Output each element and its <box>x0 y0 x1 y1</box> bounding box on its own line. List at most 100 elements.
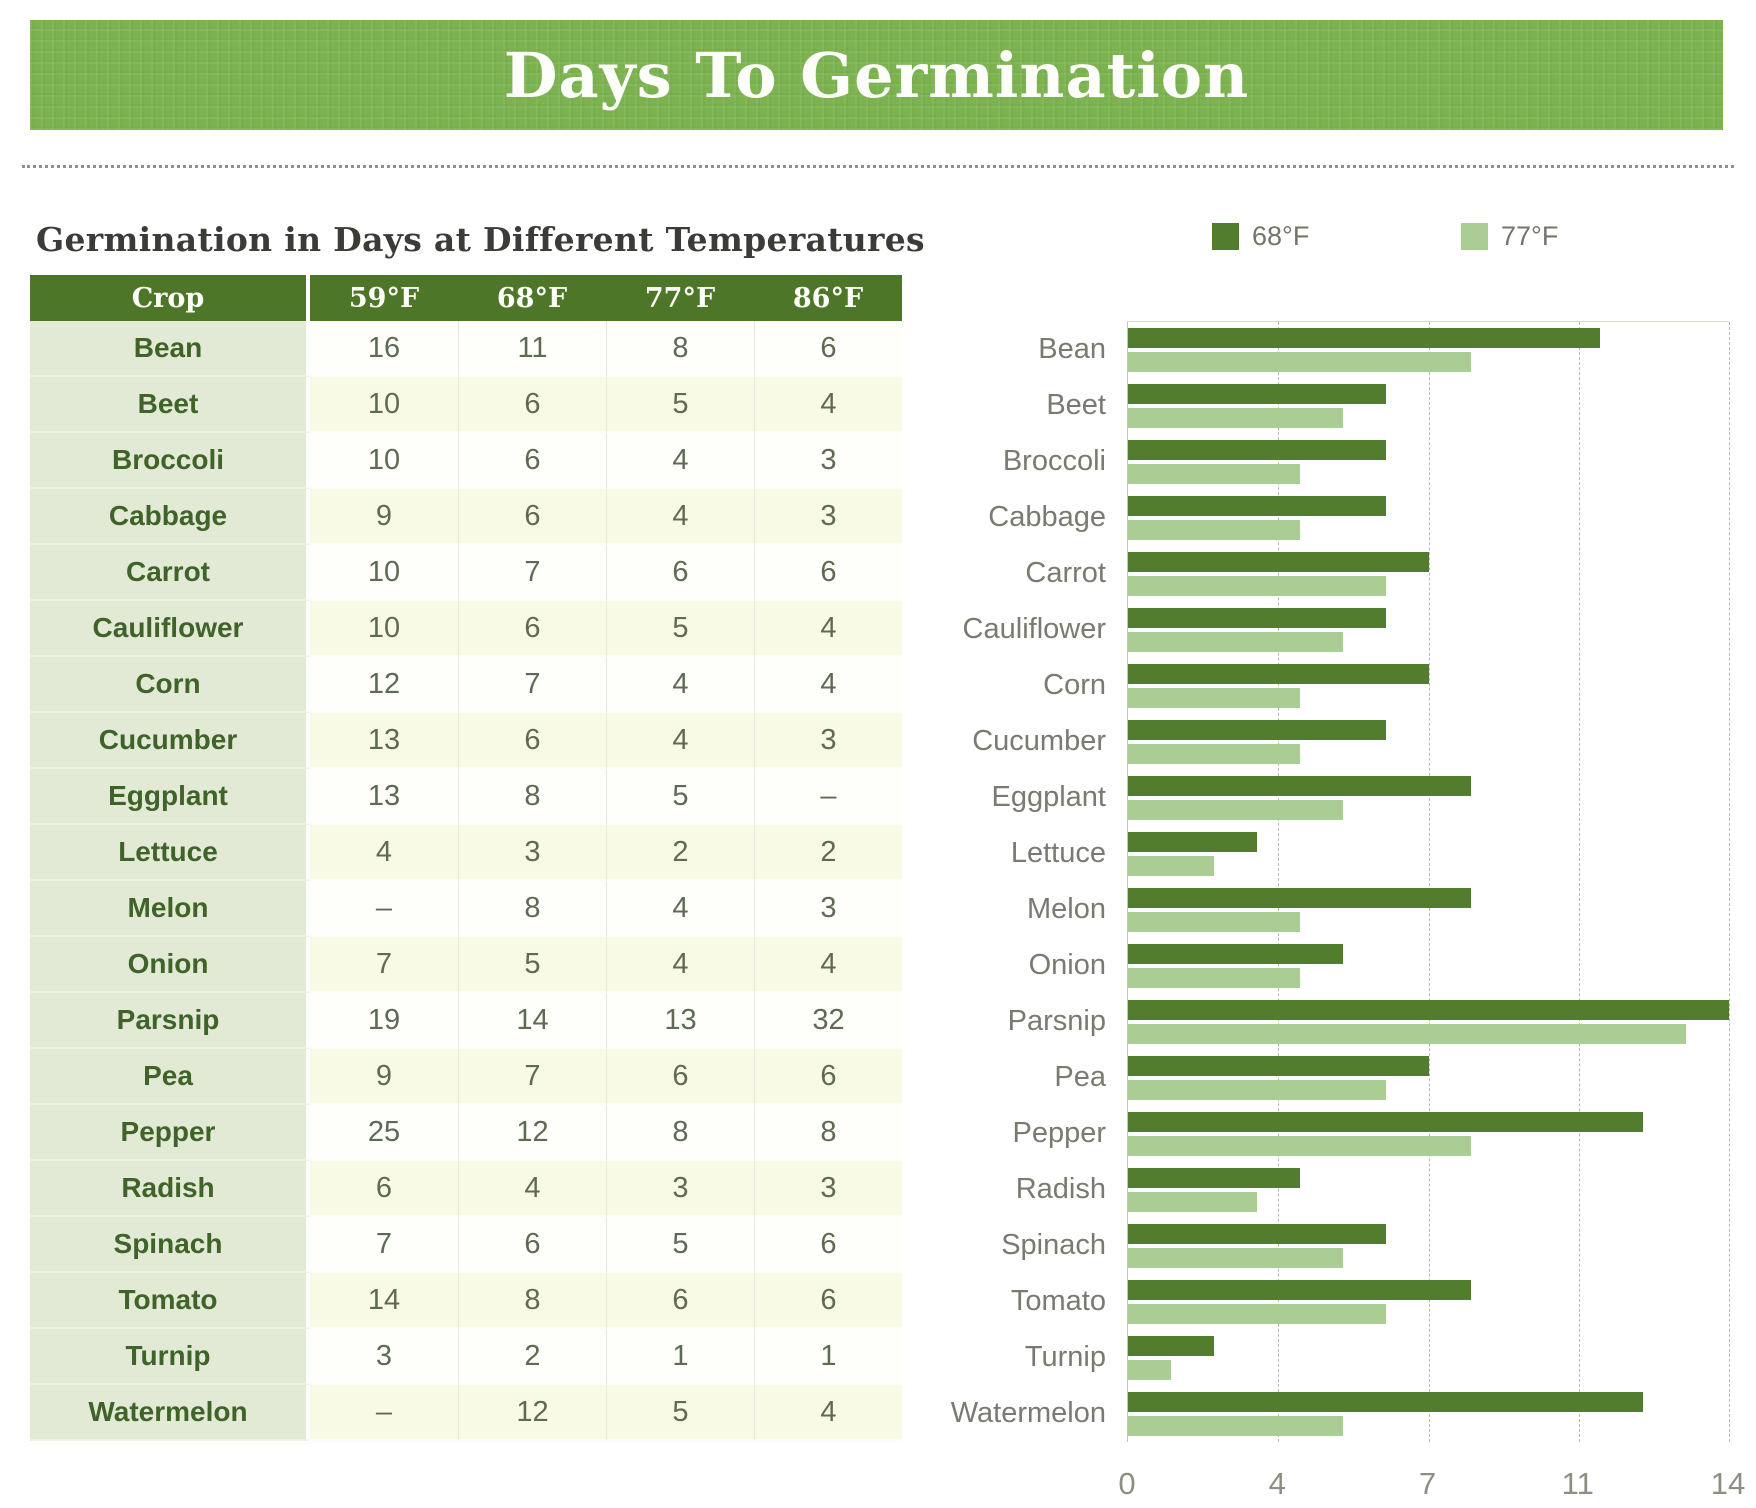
bar-77f <box>1128 576 1386 596</box>
bar-pair <box>1128 1106 1729 1162</box>
bar-77f <box>1128 408 1343 428</box>
value-cell: 9 <box>310 489 458 545</box>
bar-pair <box>1128 826 1729 882</box>
legend-swatch-68f <box>1212 223 1239 250</box>
value-cell: 5 <box>458 937 606 993</box>
value-cell: 6 <box>606 1049 754 1105</box>
bar-pair <box>1128 322 1729 378</box>
value-cell: – <box>754 769 902 825</box>
bar-pair <box>1128 378 1729 434</box>
gridline <box>1729 322 1730 1442</box>
bar-77f <box>1128 632 1343 652</box>
value-cell: 3 <box>754 713 902 769</box>
gridline <box>1428 322 1430 1442</box>
x-tick-label: 4 <box>1268 1466 1286 1501</box>
value-cell: 3 <box>754 433 902 489</box>
value-cell: 4 <box>458 1161 606 1217</box>
value-cell: – <box>310 1385 458 1441</box>
bar-77f <box>1128 1304 1386 1324</box>
crop-cell: Pepper <box>30 1105 310 1161</box>
bar-68f <box>1128 664 1429 684</box>
bar-68f <box>1128 1000 1729 1020</box>
category-label: Melon <box>1027 893 1106 925</box>
legend-item: 77°F <box>1461 221 1558 252</box>
value-cell: 14 <box>310 1273 458 1329</box>
bar-77f <box>1128 856 1214 876</box>
category-label: Onion <box>1028 949 1106 981</box>
value-cell: 8 <box>458 769 606 825</box>
value-cell: 1 <box>754 1329 902 1385</box>
value-cell: 6 <box>458 1217 606 1273</box>
value-cell: 6 <box>754 1049 902 1105</box>
value-cell: 6 <box>754 1217 902 1273</box>
value-cell: 5 <box>606 377 754 433</box>
bar-68f <box>1128 608 1386 628</box>
value-cell: 25 <box>310 1105 458 1161</box>
category-label: Eggplant <box>991 781 1107 813</box>
bar-77f <box>1128 800 1343 820</box>
x-tick-label: 0 <box>1118 1466 1136 1501</box>
value-cell: 12 <box>458 1105 606 1161</box>
value-cell: 4 <box>606 489 754 545</box>
bar-68f <box>1128 328 1601 348</box>
bar-68f <box>1128 1392 1644 1412</box>
value-cell: 13 <box>310 713 458 769</box>
crop-cell: Watermelon <box>30 1385 310 1441</box>
legend-item: 68°F <box>1212 221 1309 252</box>
category-label: Parsnip <box>1007 1005 1106 1037</box>
value-cell: 6 <box>458 433 606 489</box>
bar-68f <box>1128 720 1386 740</box>
category-label: Cabbage <box>988 501 1106 533</box>
bar-68f <box>1128 496 1386 516</box>
value-cell: 6 <box>310 1161 458 1217</box>
value-cell: 1 <box>606 1329 754 1385</box>
bar-77f <box>1128 464 1300 484</box>
crop-cell: Onion <box>30 937 310 993</box>
value-cell: 4 <box>606 657 754 713</box>
value-cell: 12 <box>310 657 458 713</box>
column-header-77F: 77°F <box>606 275 754 321</box>
value-cell: 6 <box>458 713 606 769</box>
value-cell: 4 <box>606 433 754 489</box>
value-cell: 7 <box>458 657 606 713</box>
value-cell: 6 <box>606 545 754 601</box>
bar-68f <box>1128 1112 1644 1132</box>
value-cell: 5 <box>606 1385 754 1441</box>
bar-68f <box>1128 552 1429 572</box>
value-cell: 3 <box>754 881 902 937</box>
bar-pair <box>1128 770 1729 826</box>
bar-77f <box>1128 1192 1257 1212</box>
x-tick-label: 7 <box>1418 1466 1437 1501</box>
category-label: Watermelon <box>950 1397 1106 1429</box>
value-cell: 8 <box>606 1105 754 1161</box>
column-header-crop: Crop <box>30 275 310 321</box>
value-cell: 6 <box>606 1273 754 1329</box>
value-cell: 6 <box>754 321 902 377</box>
crop-cell: Lettuce <box>30 825 310 881</box>
crop-cell: Broccoli <box>30 433 310 489</box>
value-cell: 3 <box>754 489 902 545</box>
bar-77f <box>1128 688 1300 708</box>
crop-cell: Cabbage <box>30 489 310 545</box>
gridline <box>1278 322 1280 1442</box>
bar-77f <box>1128 352 1472 372</box>
value-cell: 7 <box>458 545 606 601</box>
column-header-86F: 86°F <box>754 275 902 321</box>
bar-68f <box>1128 440 1386 460</box>
value-cell: 3 <box>754 1161 902 1217</box>
value-cell: 6 <box>458 489 606 545</box>
value-cell: 7 <box>458 1049 606 1105</box>
bar-68f <box>1128 1280 1472 1300</box>
bar-pair <box>1128 1218 1729 1274</box>
bar-77f <box>1128 744 1300 764</box>
crop-cell: Corn <box>30 657 310 713</box>
value-cell: 6 <box>754 545 902 601</box>
bar-pair <box>1128 1386 1729 1442</box>
category-label: Cauliflower <box>962 613 1106 645</box>
crop-cell: Radish <box>30 1161 310 1217</box>
bar-chart-plot <box>1127 321 1730 1442</box>
crop-cell: Eggplant <box>30 769 310 825</box>
value-cell: 12 <box>458 1385 606 1441</box>
crop-cell: Tomato <box>30 1273 310 1329</box>
value-cell: 4 <box>754 377 902 433</box>
